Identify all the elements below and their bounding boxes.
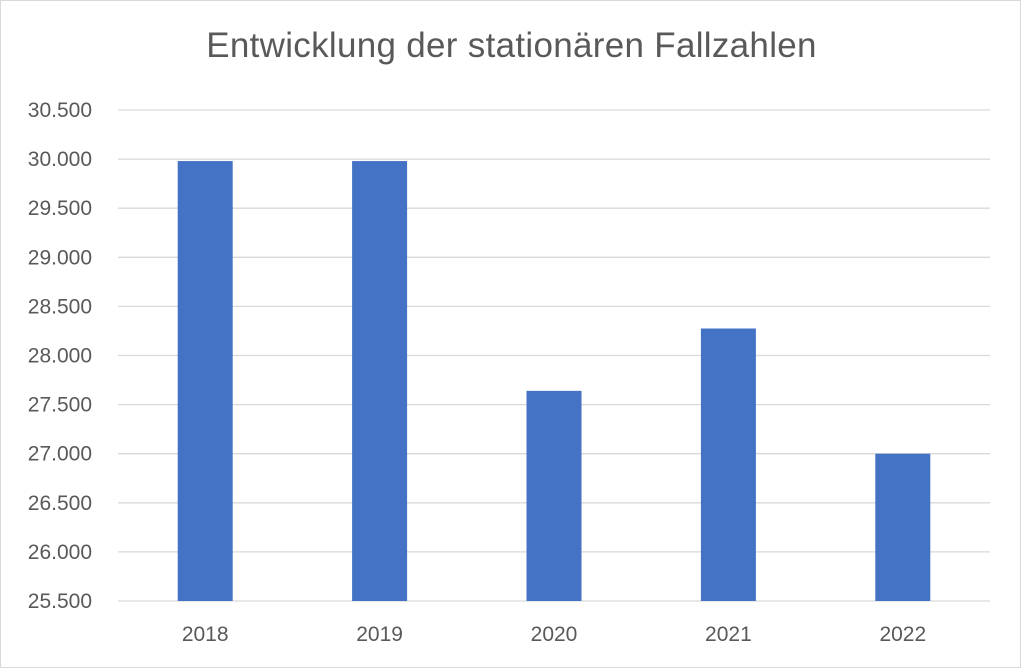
gridlines xyxy=(118,109,990,602)
bar-2018 xyxy=(177,161,233,601)
bars xyxy=(177,161,931,601)
bar-2020 xyxy=(526,390,582,601)
x-tick-label: 2020 xyxy=(531,623,578,646)
y-tick-label: 27.500 xyxy=(28,394,92,417)
y-tick-label: 27.000 xyxy=(28,443,92,466)
y-axis-ticks: 25.500 26.000 26.500 27.000 27.500 28.000 28.5… xyxy=(28,99,92,613)
y-tick-label: 30.000 xyxy=(28,148,92,171)
x-axis-ticks: 2018 2019 2020 2021 2022 xyxy=(182,623,926,646)
bar-2021 xyxy=(700,328,756,601)
y-tick-label: 28.000 xyxy=(28,345,92,368)
y-tick-label: 26.000 xyxy=(28,541,92,564)
y-tick-label: 29.000 xyxy=(28,246,92,269)
x-tick-label: 2022 xyxy=(879,623,926,646)
x-tick-label: 2018 xyxy=(182,623,229,646)
y-tick-label: 26.500 xyxy=(28,492,92,515)
bar-2019 xyxy=(352,161,408,601)
y-tick-label: 30.500 xyxy=(28,99,92,122)
chart-title: Entwicklung der stationären Fallzahlen xyxy=(206,26,817,65)
bar-2022 xyxy=(875,453,931,601)
x-tick-label: 2019 xyxy=(356,623,403,646)
y-tick-label: 28.500 xyxy=(28,295,92,318)
x-tick-label: 2021 xyxy=(705,623,752,646)
y-tick-label: 29.500 xyxy=(28,197,92,220)
y-tick-label: 25.500 xyxy=(28,590,92,613)
